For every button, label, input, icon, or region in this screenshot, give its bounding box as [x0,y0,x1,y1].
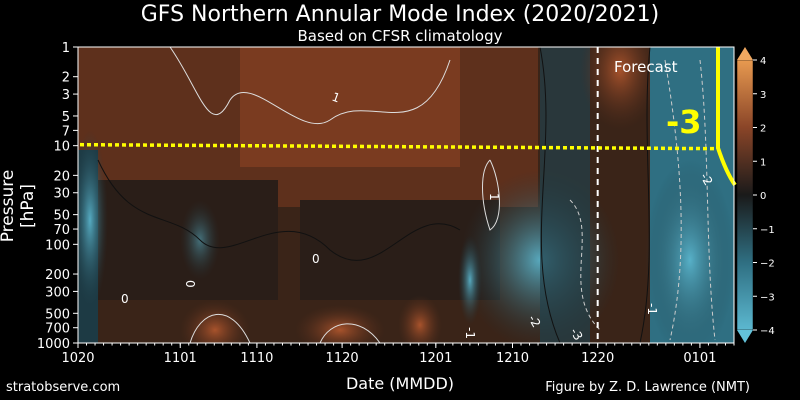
colorbar-tick-label: 4 [760,56,766,67]
y-tick-label: 50 [53,209,70,224]
y-tick-label: 70 [53,223,70,238]
y-tick-label: 1 [62,41,70,56]
minus-three-callout: -3 [666,103,702,141]
contour-label: 1 [330,90,342,106]
plot-frame [77,46,735,344]
chart-subtitle: Based on CFSR climatology [297,27,503,45]
y-tick-label: 100 [45,238,70,253]
y-tick-label: 3 [62,88,70,103]
colorbar-tick-label: 1 [760,157,766,168]
y-tick-label: 5 [62,110,70,125]
x-tick-label: 0101 [683,351,716,366]
y-tick-label: 7 [62,124,70,139]
y-tick-label: 1000 [37,337,70,352]
y-tick-label: 30 [53,187,70,202]
colorbar-tick-label: 3 [760,90,766,101]
colorbar-bottom-arrow [737,330,753,343]
y-tick-label: 300 [45,285,70,300]
colorbar-top-arrow [737,47,753,60]
y-tick-label: 2 [62,71,70,86]
colorbar-tick-label: −2 [760,259,775,270]
site-credit: stratobserve.com [6,380,121,395]
contour-label: 0 [183,280,197,288]
colorbar: −4 −3 −2 −1 0 1 2 3 4 [736,47,775,343]
contour-label: -1 [463,327,477,339]
x-tick-label: 1201 [419,351,452,366]
x-axis-ticks: 1020 1101 1110 1120 1201 1210 1220 0101 [61,343,735,366]
contour-label: -1 [645,303,659,315]
x-tick-label: 1101 [164,351,197,366]
colorbar-tick-label: −4 [760,326,775,337]
heatmap-field [78,47,734,343]
x-tick-label: 1120 [326,351,359,366]
x-tick-label: 1020 [61,351,94,366]
x-tick-label: 1210 [496,351,529,366]
colorbar-ticks: −4 −3 −2 −1 0 1 2 3 4 [753,56,775,337]
y-tick-label: 200 [45,268,70,283]
colorbar-tick-label: 0 [760,191,766,202]
y-tick-label: 700 [45,322,70,337]
contour-label: 1 [487,193,501,201]
minus-three-contour-highlight [716,47,737,187]
y-tick-label: 500 [45,307,70,322]
contour-label: 0 [312,252,320,266]
x-tick-label: 1220 [581,351,614,366]
reference-line-10hpa [79,142,719,151]
y-tick-label: 20 [53,169,70,184]
colorbar-tick-label: −3 [760,292,775,303]
chart-title: GFS Northern Annular Mode Index (2020/20… [140,2,660,27]
colorbar-tick-label: 2 [760,124,766,135]
contour-label: 0 [121,292,129,306]
colorbar-gradient [736,59,754,331]
y-tick-label: 10 [53,140,70,155]
forecast-label: Forecast [614,58,678,76]
x-tick-label: 1110 [240,351,273,366]
author-credit: Figure by Z. D. Lawrence (NMT) [545,380,750,395]
x-axis-label: Date (MMDD) [345,374,455,393]
colorbar-tick-label: −1 [760,225,775,236]
